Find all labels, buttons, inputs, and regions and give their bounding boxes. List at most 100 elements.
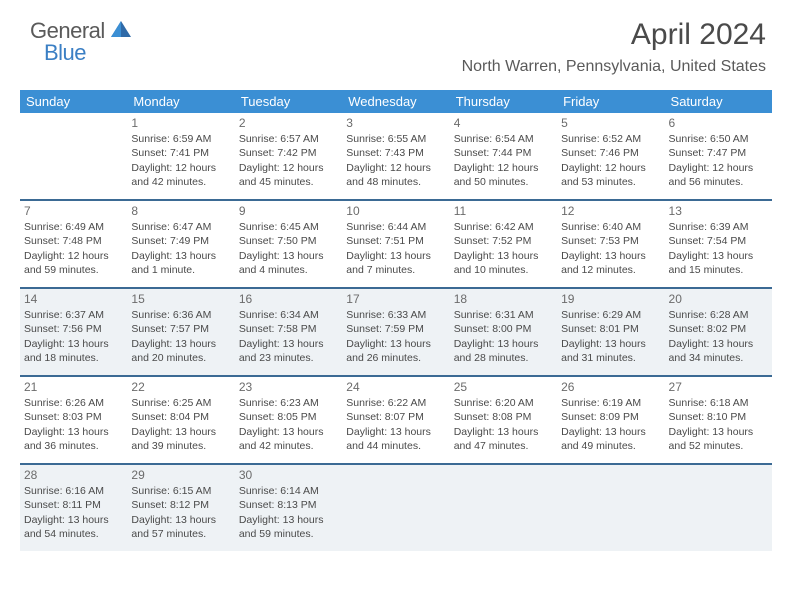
sunrise-text: Sunrise: 6:49 AM: [24, 220, 123, 234]
sunrise-text: Sunrise: 6:40 AM: [561, 220, 660, 234]
daylight-text: Daylight: 13 hours and 20 minutes.: [131, 337, 230, 365]
sunset-text: Sunset: 7:58 PM: [239, 322, 338, 336]
daylight-text: Daylight: 13 hours and 36 minutes.: [24, 425, 123, 453]
sunset-text: Sunset: 7:42 PM: [239, 146, 338, 160]
calendar-cell-empty: [342, 465, 449, 551]
daylight-text: Daylight: 13 hours and 57 minutes.: [131, 513, 230, 541]
sunrise-text: Sunrise: 6:18 AM: [669, 396, 768, 410]
day-number: 27: [669, 379, 768, 395]
day-header-tuesday: Tuesday: [235, 90, 342, 113]
week-row: 7Sunrise: 6:49 AMSunset: 7:48 PM Daylight…: [20, 201, 772, 289]
calendar-cell: 19Sunrise: 6:29 AMSunset: 8:01 PMDayligh…: [557, 289, 664, 375]
sunset-text: Sunset: 7:48 PM: [24, 234, 123, 248]
daylight-text: Daylight: 13 hours and 42 minutes.: [239, 425, 338, 453]
day-number: 21: [24, 379, 123, 395]
calendar-cell: 1Sunrise: 6:59 AMSunset: 7:41 PMDaylight…: [127, 113, 234, 199]
day-number: 22: [131, 379, 230, 395]
day-number: 16: [239, 291, 338, 307]
sunrise-text: Sunrise: 6:50 AM: [669, 132, 768, 146]
daylight-text: Daylight: 12 hours and 50 minutes.: [454, 161, 553, 189]
day-header-sunday: Sunday: [20, 90, 127, 113]
calendar-cell: 30Sunrise: 6:14 AMSunset: 8:13 PMDayligh…: [235, 465, 342, 551]
calendar-cell: 7Sunrise: 6:49 AMSunset: 7:48 PMDaylight…: [20, 201, 127, 287]
sunrise-text: Sunrise: 6:37 AM: [24, 308, 123, 322]
sunrise-text: Sunrise: 6:44 AM: [346, 220, 445, 234]
daylight-text: Daylight: 13 hours and 10 minutes.: [454, 249, 553, 277]
daylight-text: Daylight: 12 hours and 56 minutes.: [669, 161, 768, 189]
week-row: 28Sunrise: 6:16 AMSunset: 8:11 PMDayligh…: [20, 465, 772, 551]
calendar-cell: 8Sunrise: 6:47 AMSunset: 7:49 PMDaylight…: [127, 201, 234, 287]
day-header-saturday: Saturday: [665, 90, 772, 113]
calendar-cell: 27Sunrise: 6:18 AMSunset: 8:10 PMDayligh…: [665, 377, 772, 463]
sunset-text: Sunset: 7:46 PM: [561, 146, 660, 160]
week-row: 21Sunrise: 6:26 AMSunset: 8:03 PMDayligh…: [20, 377, 772, 465]
sunset-text: Sunset: 8:13 PM: [239, 498, 338, 512]
sunset-text: Sunset: 7:52 PM: [454, 234, 553, 248]
day-header-monday: Monday: [127, 90, 234, 113]
day-number: 11: [454, 203, 553, 219]
daylight-text: Daylight: 12 hours and 42 minutes.: [131, 161, 230, 189]
calendar-cell: 25Sunrise: 6:20 AMSunset: 8:08 PMDayligh…: [450, 377, 557, 463]
sunset-text: Sunset: 7:44 PM: [454, 146, 553, 160]
sunset-text: Sunset: 7:43 PM: [346, 146, 445, 160]
sunrise-text: Sunrise: 6:14 AM: [239, 484, 338, 498]
day-number: 10: [346, 203, 445, 219]
daylight-text: Daylight: 13 hours and 47 minutes.: [454, 425, 553, 453]
sunrise-text: Sunrise: 6:42 AM: [454, 220, 553, 234]
sunrise-text: Sunrise: 6:28 AM: [669, 308, 768, 322]
calendar-cell: 13Sunrise: 6:39 AMSunset: 7:54 PMDayligh…: [665, 201, 772, 287]
sunset-text: Sunset: 8:07 PM: [346, 410, 445, 424]
daylight-text: Daylight: 13 hours and 54 minutes.: [24, 513, 123, 541]
calendar-cell: 22Sunrise: 6:25 AMSunset: 8:04 PMDayligh…: [127, 377, 234, 463]
sunrise-text: Sunrise: 6:57 AM: [239, 132, 338, 146]
sunrise-text: Sunrise: 6:36 AM: [131, 308, 230, 322]
sunset-text: Sunset: 7:41 PM: [131, 146, 230, 160]
sunset-text: Sunset: 7:54 PM: [669, 234, 768, 248]
sunset-text: Sunset: 7:53 PM: [561, 234, 660, 248]
daylight-text: Daylight: 13 hours and 18 minutes.: [24, 337, 123, 365]
daylight-text: Daylight: 13 hours and 49 minutes.: [561, 425, 660, 453]
daylight-text: Daylight: 13 hours and 34 minutes.: [669, 337, 768, 365]
sunset-text: Sunset: 8:11 PM: [24, 498, 123, 512]
sunrise-text: Sunrise: 6:45 AM: [239, 220, 338, 234]
sunrise-text: Sunrise: 6:59 AM: [131, 132, 230, 146]
day-header-row: SundayMondayTuesdayWednesdayThursdayFrid…: [20, 90, 772, 113]
sunset-text: Sunset: 7:56 PM: [24, 322, 123, 336]
calendar-cell: 16Sunrise: 6:34 AMSunset: 7:58 PMDayligh…: [235, 289, 342, 375]
sunset-text: Sunset: 7:59 PM: [346, 322, 445, 336]
sunrise-text: Sunrise: 6:29 AM: [561, 308, 660, 322]
sunrise-text: Sunrise: 6:25 AM: [131, 396, 230, 410]
daylight-text: Daylight: 13 hours and 12 minutes.: [561, 249, 660, 277]
sunrise-text: Sunrise: 6:52 AM: [561, 132, 660, 146]
day-number: 17: [346, 291, 445, 307]
calendar-cell: 5Sunrise: 6:52 AMSunset: 7:46 PMDaylight…: [557, 113, 664, 199]
calendar-cell: 12Sunrise: 6:40 AMSunset: 7:53 PMDayligh…: [557, 201, 664, 287]
calendar: SundayMondayTuesdayWednesdayThursdayFrid…: [20, 90, 772, 551]
sunrise-text: Sunrise: 6:15 AM: [131, 484, 230, 498]
sunrise-text: Sunrise: 6:54 AM: [454, 132, 553, 146]
daylight-text: Daylight: 13 hours and 26 minutes.: [346, 337, 445, 365]
day-header-thursday: Thursday: [450, 90, 557, 113]
brand-blue: Blue: [44, 40, 86, 65]
sunrise-text: Sunrise: 6:20 AM: [454, 396, 553, 410]
day-number: 15: [131, 291, 230, 307]
daylight-text: Daylight: 12 hours and 48 minutes.: [346, 161, 445, 189]
sunrise-text: Sunrise: 6:16 AM: [24, 484, 123, 498]
calendar-cell: 17Sunrise: 6:33 AMSunset: 7:59 PMDayligh…: [342, 289, 449, 375]
sunset-text: Sunset: 8:10 PM: [669, 410, 768, 424]
calendar-cell: 26Sunrise: 6:19 AMSunset: 8:09 PMDayligh…: [557, 377, 664, 463]
day-number: 28: [24, 467, 123, 483]
day-number: 7: [24, 203, 123, 219]
sunrise-text: Sunrise: 6:55 AM: [346, 132, 445, 146]
daylight-text: Daylight: 13 hours and 15 minutes.: [669, 249, 768, 277]
day-number: 26: [561, 379, 660, 395]
sunset-text: Sunset: 8:05 PM: [239, 410, 338, 424]
sunrise-text: Sunrise: 6:19 AM: [561, 396, 660, 410]
daylight-text: Daylight: 13 hours and 52 minutes.: [669, 425, 768, 453]
calendar-cell: 18Sunrise: 6:31 AMSunset: 8:00 PMDayligh…: [450, 289, 557, 375]
sunrise-text: Sunrise: 6:47 AM: [131, 220, 230, 234]
daylight-text: Daylight: 13 hours and 7 minutes.: [346, 249, 445, 277]
day-number: 8: [131, 203, 230, 219]
day-number: 18: [454, 291, 553, 307]
calendar-cell: 10Sunrise: 6:44 AMSunset: 7:51 PMDayligh…: [342, 201, 449, 287]
